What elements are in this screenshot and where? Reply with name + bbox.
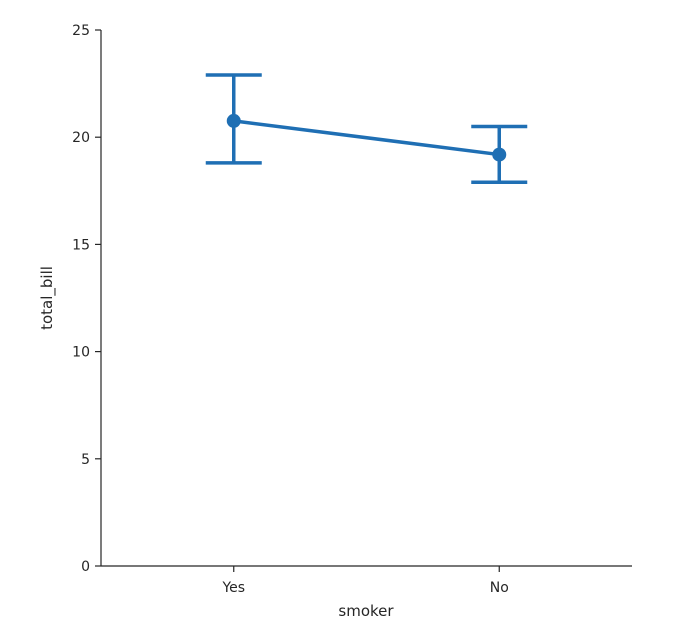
y-axis-label: total_bill (38, 266, 57, 330)
y-axis: 0 5 10 15 20 25 (72, 23, 102, 575)
y-tick-label: 0 (81, 559, 90, 575)
y-ticks: 0 5 10 15 20 25 (72, 23, 101, 575)
y-tick-label: 5 (81, 452, 90, 468)
x-axis: Yes No (101, 565, 632, 596)
y-tick-label: 25 (72, 23, 90, 39)
x-ticks: Yes No (221, 566, 509, 596)
series-line (233, 119, 500, 157)
y-tick-label: 15 (72, 237, 90, 253)
y-tick-label: 10 (72, 345, 90, 361)
x-axis-label: smoker (338, 602, 394, 620)
data-point (226, 113, 241, 128)
x-tick-label: Yes (221, 580, 245, 596)
y-tick-label: 20 (72, 130, 90, 146)
data-point (492, 147, 507, 162)
x-tick-label: No (490, 580, 509, 596)
plot-area (205, 73, 528, 184)
